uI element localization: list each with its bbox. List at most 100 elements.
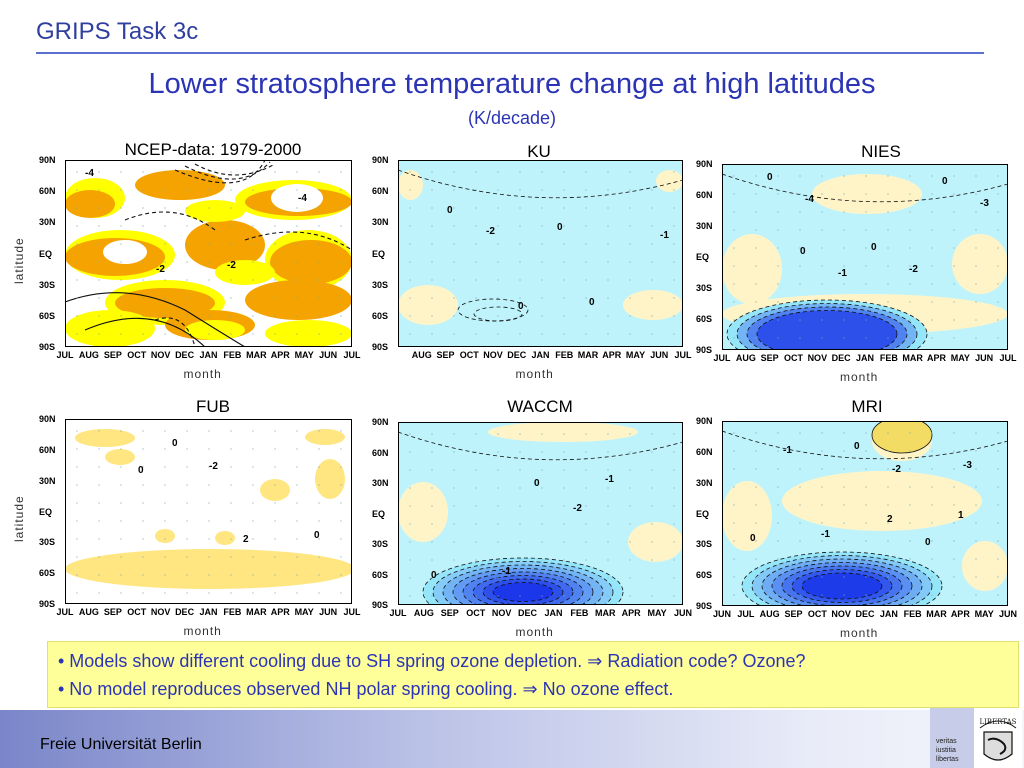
contour-label: -3 [963,460,972,471]
month-tick-label: AUG [759,609,780,619]
month-tick-label: APR [621,608,641,618]
lat-tick-label: 90N [696,159,713,169]
contour-plot-ncep: -4 -2 -2 -4 [65,160,352,347]
contour-label: 0 [534,478,540,489]
footer-bar: Freie Universität Berlin [0,710,1024,768]
lat-tick-label: 60N [372,447,389,458]
month-tick-label: OCT [466,608,486,618]
month-tick-label: DEC [175,350,195,360]
contour-label: -2 [486,226,495,237]
contour-label: -1 [838,268,847,279]
lat-tick-label: 60S [696,570,713,581]
slide-subtitle: (K/decade) [467,108,557,128]
lat-tick-label: EQ [696,252,710,262]
lat-tick-label: 30N [372,478,389,488]
month-tick-label: APR [270,350,290,360]
month-tick-label: NOV [831,609,851,619]
month-tick-label: MAY [647,608,667,618]
month-tick-label: SEP [103,607,122,617]
contour-label: 0 [557,222,563,233]
month-tick-label: NOV [491,608,512,618]
contour-label: 0 [589,297,595,308]
month-tick-label: AUG [413,608,434,618]
lat-tick-label: 60N [39,444,56,455]
motto-word: veritas [936,738,957,745]
contour-field: 2 1 -1 0 0 0 -1 -2 -3 [722,421,1008,606]
panel-title: FUB [196,397,230,416]
lat-tick-label: 30S [696,283,713,293]
lat-tick-label: 60S [39,310,56,321]
lat-tick-label: 90N [696,416,713,426]
lat-tick-label: 30S [372,539,389,549]
month-tick-label: JAN [199,607,218,617]
month-tick-label: JUN [712,609,731,619]
month-tick-label: JUL [713,353,731,363]
contour-label: 0 [942,176,948,187]
y-axis-title: latitude [12,494,26,542]
lat-tick-label: 90S [696,345,713,355]
lat-tick-label: 30N [39,475,56,486]
month-tick-label: JUL [343,350,361,360]
x-axis-title: month [515,367,554,381]
lat-tick-label: 90S [372,600,389,610]
month-tick-label: JUN [998,609,1017,619]
svg-text:LIBERTAS: LIBERTAS [980,718,1017,726]
month-tick-label: APR [270,607,290,617]
month-tick-label: JUN [975,353,994,363]
contour-label: -2 [209,461,218,472]
contour-label: -2 [573,503,582,514]
month-tick-label: MAR [926,609,947,619]
lat-tick-label: 90N [39,155,56,165]
month-tick-label: JUN [319,350,338,360]
month-tick-label: SEP [440,608,459,618]
month-tick-label: AUG [411,350,432,360]
month-tick-label: JUL [999,353,1017,363]
contour-plot-fub: 0 2 0 0 -2 [65,419,352,604]
panel-title: NIES [861,142,901,161]
month-tick-label: AUG [735,353,756,363]
month-tick-label: SEP [760,353,779,363]
month-tick-label: MAR [577,350,599,360]
contour-label: -4 [805,194,814,205]
panel-title: KU [527,142,551,161]
month-tick-label: FEB [879,353,898,363]
lat-tick-label: 30S [372,279,389,290]
month-tick-label: JUL [56,607,74,617]
month-tick-label: DEC [831,353,851,363]
month-tick-label: JAN [855,353,874,363]
month-tick-label: SEP [103,350,122,360]
month-tick-label: JUN [650,350,669,360]
contour-plot-ku: 0 0 0 -1 -2 0 [398,160,683,347]
lat-tick-label: 30N [696,221,713,231]
month-tick-label: NOV [150,350,171,360]
month-tick-label: FEB [570,608,589,618]
contour-label: 1 [958,510,964,521]
month-tick-label: SEP [436,350,455,360]
month-tick-label: FEB [903,609,922,619]
institution-name: Freie Universität Berlin [40,736,202,753]
month-tick-label: NOV [483,350,503,360]
contour-field: 0 0 0 -1 -2 0 [398,160,683,347]
month-tick-label: JUN [673,608,692,618]
month-tick-label: FEB [223,607,242,617]
contour-plot-nies: 0 0 0 0 -1 -2 -3 -4 [722,164,1008,350]
month-tick-label: MAR [246,607,267,617]
month-tick-label: OCT [807,609,827,619]
month-tick-label: JUL [674,350,692,360]
contour-label: -4 [85,168,94,179]
lat-tick-label: 30S [39,279,56,290]
month-tick-label: JAN [879,609,898,619]
month-tick-label: JAN [531,350,550,360]
contour-label: 0 [800,246,806,257]
month-tick-label: DEC [855,609,875,619]
month-tick-label: NOV [150,607,171,617]
section-header: GRIPS Task 3c [36,18,199,45]
month-tick-label: DEC [507,350,527,360]
lat-tick-label: 90N [372,417,389,427]
lat-tick-label: 90S [39,599,56,609]
month-tick-label: JUL [737,609,755,619]
panel-title: NCEP-data: 1979-2000 [124,140,302,159]
contour-label: -1 [660,230,669,241]
month-tick-label: JUL [389,608,407,618]
month-tick-label: AUG [78,350,99,360]
